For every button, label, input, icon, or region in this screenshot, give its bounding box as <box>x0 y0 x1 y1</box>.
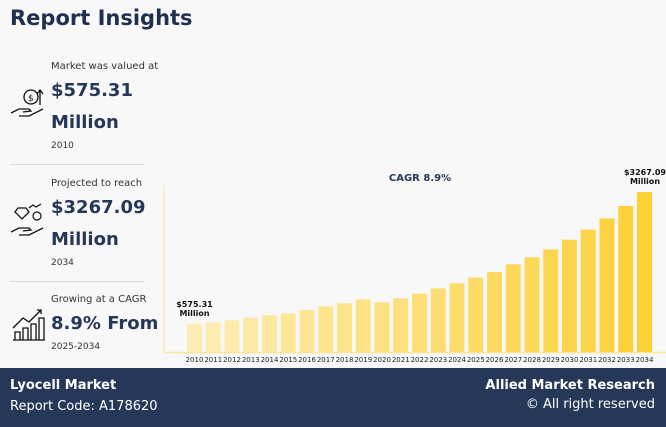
x-tick-label: 2023 <box>429 356 447 364</box>
data-label: $3267.09 <box>624 168 666 177</box>
bar-2015 <box>280 313 296 352</box>
stat-projected-value: Projected to reach $3267.09 Million 2034 <box>0 172 160 277</box>
x-tick-label: 2013 <box>242 356 260 364</box>
stat-value: $3267.09 <box>51 197 146 218</box>
x-tick-label: 2019 <box>354 356 372 364</box>
data-label: Million <box>630 177 660 186</box>
money-hand-icon: $ <box>10 88 44 117</box>
x-tick-label: 2025 <box>467 356 485 364</box>
bar-2012 <box>224 320 240 352</box>
bar-2025 <box>468 277 484 352</box>
bar-2030 <box>562 239 577 352</box>
rights-text: © All right reserved <box>525 397 655 412</box>
bar-2027 <box>505 264 521 352</box>
bar-chart: CAGR 8.9% 2010 2011 2012 2013 2014 2015 2016 20… <box>163 168 666 364</box>
bar-2018 <box>337 303 352 352</box>
page-title: Report Insights <box>10 6 193 30</box>
bar-2034 <box>637 192 652 352</box>
bar-2013 <box>243 317 259 352</box>
bar-2033 <box>618 206 634 352</box>
x-tick-label: 2030 <box>561 356 579 364</box>
bar-2019 <box>355 299 371 352</box>
stat-label: Market was valued at <box>51 61 159 72</box>
x-tick-label: 2017 <box>317 356 335 364</box>
divider <box>10 164 144 165</box>
x-tick-label: 2031 <box>579 356 597 364</box>
x-tick-label: 2012 <box>223 356 241 364</box>
x-tick-label: 2034 <box>636 356 654 364</box>
stat-value: $575.31 <box>51 80 133 101</box>
chart-title: CAGR 8.9% <box>389 173 451 184</box>
bar-2031 <box>580 229 596 352</box>
bar-2014 <box>262 315 277 352</box>
x-tick-label: 2011 <box>204 356 222 364</box>
bar-2032 <box>599 218 615 352</box>
x-tick-label: 2021 <box>392 356 410 364</box>
market-name: Lyocell Market <box>10 378 117 393</box>
data-label: Million <box>179 309 209 318</box>
bar-2023 <box>430 288 446 352</box>
x-tick-label: 2028 <box>523 356 541 364</box>
bar-2022 <box>412 293 427 352</box>
bar-2020 <box>374 302 390 352</box>
stat-unit: Million <box>51 112 119 133</box>
stat-unit: Million <box>51 229 119 250</box>
x-tick-label: 2016 <box>298 356 316 364</box>
stat-cagr: Growing at a CAGR 8.9% From 2025-2034 <box>0 290 160 360</box>
x-tick-label: 2020 <box>373 356 391 364</box>
x-tick-label: 2026 <box>486 356 504 364</box>
bar-2011 <box>205 322 221 352</box>
stat-year: 2034 <box>51 258 74 268</box>
x-tick-label: 2024 <box>448 356 466 364</box>
x-tick-label: 2022 <box>411 356 429 364</box>
x-tick-label: 2018 <box>336 356 354 364</box>
divider <box>10 281 144 282</box>
data-label: $575.31 <box>176 300 213 309</box>
stat-year: 2025-2034 <box>51 342 101 352</box>
x-tick-label: 2029 <box>542 356 560 364</box>
diamond-hand-icon <box>10 203 44 236</box>
stat-value: 8.9% From <box>51 313 159 334</box>
stat-year: 2010 <box>51 141 74 151</box>
x-tick-label: 2027 <box>504 356 522 364</box>
brand-name: Allied Market Research <box>485 378 655 393</box>
svg-text:$: $ <box>28 94 34 104</box>
stat-label: Growing at a CAGR <box>51 294 147 305</box>
growth-chart-icon <box>12 309 45 341</box>
bar-2010 <box>187 323 202 352</box>
bar-2026 <box>487 272 502 352</box>
bar-2024 <box>449 283 465 352</box>
x-tick-label: 2010 <box>186 356 204 364</box>
stat-label: Projected to reach <box>51 178 143 189</box>
x-tick-label: 2033 <box>617 356 635 364</box>
bar-2028 <box>524 257 540 352</box>
bar-2016 <box>299 309 315 352</box>
bar-2021 <box>393 298 409 352</box>
stat-market-value: Market was valued at $ $575.31 Million 2… <box>0 55 160 160</box>
bar-2017 <box>318 306 334 352</box>
footer: Lyocell Market Report Code: A178620 Alli… <box>0 368 666 427</box>
bar-2029 <box>543 249 559 352</box>
report-code: Report Code: A178620 <box>10 399 158 414</box>
x-tick-label: 2032 <box>598 356 616 364</box>
x-tick-label: 2014 <box>261 356 279 364</box>
x-tick-label: 2015 <box>279 356 297 364</box>
